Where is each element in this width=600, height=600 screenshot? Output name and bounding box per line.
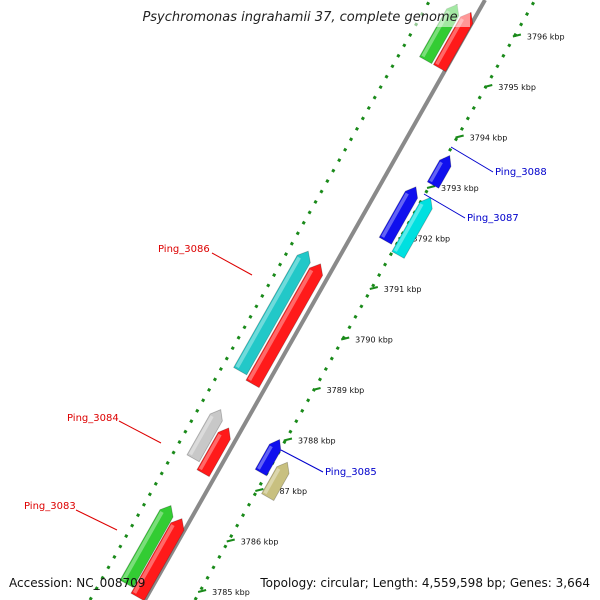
gene-feature-blue-upper [426, 154, 452, 189]
summary-text: Topology: circular; Length: 4,559,598 bp… [259, 576, 590, 590]
gene-feature-ping-3084-body [186, 409, 223, 463]
ruler-tick [512, 33, 522, 38]
leader-ping-3088 [450, 146, 494, 173]
ruler-tick [312, 387, 321, 391]
ruler-tick-label: 3796 kbp [527, 33, 565, 42]
ruler-tick [197, 589, 207, 593]
gene-feature-blue-lower-highlight [381, 192, 409, 238]
ruler-tick-label: 3792 kbp [412, 235, 450, 244]
leader-ping-3083 [75, 509, 118, 531]
ruler-tick-label: 3785 kbp [212, 588, 250, 597]
gene-label-ping-3083[interactable]: Ping_3083 [24, 501, 76, 512]
gene-feature-red-mid [245, 263, 324, 389]
gene-features [119, 3, 474, 600]
label-leaders [75, 146, 494, 531]
dotted-track-left [88, 0, 432, 600]
leader-ping-3087 [423, 193, 466, 219]
gene-feature-ping-3083-body [119, 504, 174, 589]
ruler-tick [226, 538, 235, 543]
gene-label-ping-3085[interactable]: Ping_3085 [325, 467, 377, 478]
ruler-tick-label: 3787 kbp [269, 487, 307, 496]
gene-feature-ping-3086 [233, 250, 311, 376]
ruler-tick-label: 3786 kbp [241, 538, 279, 547]
gene-feature-ping-3083 [119, 504, 174, 589]
dotted-tracks [88, 0, 537, 600]
gene-feature-top-red-highlight [435, 18, 464, 66]
leader-ping-3084 [118, 420, 162, 444]
leader-ping-3086 [211, 252, 253, 276]
title-backdrop [130, 5, 470, 27]
gene-label-ping-3088[interactable]: Ping_3088 [495, 167, 547, 178]
ruler-tick-label: 3788 kbp [298, 437, 336, 446]
leader-ping-3085 [280, 449, 324, 473]
gene-feature-ping-3085 [261, 461, 290, 502]
ruler-ticks: 3785 kbp 3786 kbp 3787 kbp 3788 kbp 3789 kbp… [197, 33, 565, 597]
gene-feature-blue-lower [378, 186, 418, 245]
ruler-tick-label: 3794 kbp [470, 134, 508, 143]
gene-feature-red-lower-body [196, 427, 231, 478]
dotted-track-right [193, 0, 537, 600]
gene-feature-ping-3087-body [391, 196, 433, 259]
gene-feature-red-mid-body [245, 263, 324, 389]
gene-feature-red-bottom-highlight [132, 524, 175, 594]
ruler-tick-label: 3790 kbp [355, 336, 393, 345]
ruler-tick [484, 84, 493, 88]
ruler-tick [340, 336, 350, 341]
gene-label-ping-3084[interactable]: Ping_3084 [67, 413, 119, 424]
gene-feature-red-bottom-body [130, 518, 185, 600]
accession-text: Accession: NC_008709 [9, 576, 145, 590]
gene-feature-red-mid-highlight [247, 269, 314, 381]
gene-feature-red-bottom [130, 518, 185, 600]
ruler-tick [369, 286, 379, 290]
gene-feature-ping-3085-blue-body [254, 438, 282, 477]
genome-backbone [143, 0, 487, 600]
gene-feature-ping-3084 [186, 409, 223, 463]
gene-feature-ping-3083-highlight [121, 511, 164, 581]
gene-feature-ping-3085-highlight [263, 468, 281, 495]
gene-feature-red-lower [196, 427, 231, 478]
ruler-tick-label: 3789 kbp [327, 386, 365, 395]
gene-feature-ping-3085-blue-highlight [257, 445, 273, 470]
gene-feature-ping-3087-highlight [393, 203, 424, 252]
ruler-tick-label: 3795 kbp [498, 83, 536, 92]
ruler-tick [255, 488, 264, 492]
ruler-tick-label: 3793 kbp [441, 184, 479, 193]
gene-feature-ping-3085-blue [254, 438, 282, 477]
gene-feature-blue-upper-highlight [429, 161, 443, 183]
ruler-tick [426, 185, 436, 189]
gene-feature-blue-upper-body [426, 154, 452, 189]
gene-feature-blue-lower-body [378, 186, 418, 245]
gene-feature-ping-3084-highlight [188, 415, 214, 456]
gene-feature-ping-3087 [391, 196, 433, 259]
gene-feature-ping-3085-body [261, 461, 290, 502]
map-title: Psychromonas ingrahamii 37, complete gen… [142, 10, 457, 25]
ruler-tick [455, 134, 464, 139]
ruler-tick [283, 437, 293, 442]
gene-feature-ping-3086-body [233, 250, 311, 376]
gene-label-ping-3087[interactable]: Ping_3087 [467, 213, 519, 224]
ruler-tick-label: 3791 kbp [384, 285, 422, 294]
gene-label-ping-3086[interactable]: Ping_3086 [158, 244, 210, 255]
gene-feature-red-lower-highlight [198, 433, 222, 471]
gene-feature-ping-3086-highlight [235, 256, 301, 369]
